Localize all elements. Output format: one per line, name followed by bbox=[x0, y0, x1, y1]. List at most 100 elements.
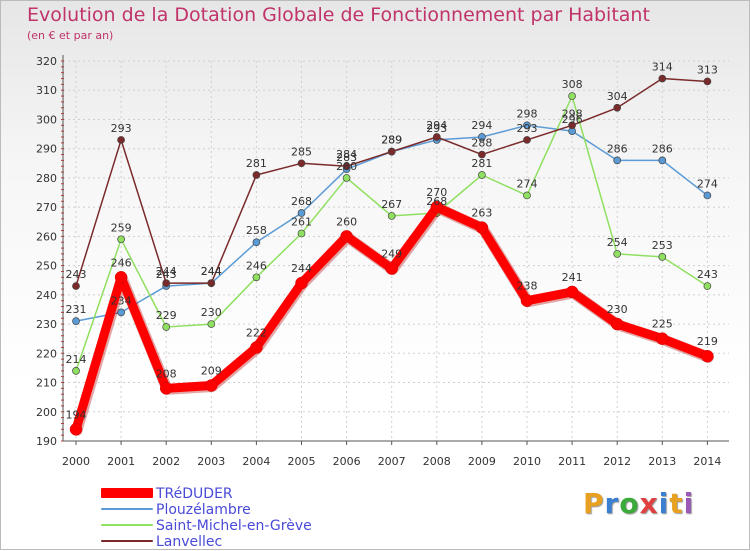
data-point-tr-duder bbox=[610, 317, 624, 331]
data-point-tr-duder bbox=[340, 230, 353, 243]
data-label-plouz-lambre: 234 bbox=[111, 294, 132, 307]
data-label-plouz-lambre: 231 bbox=[66, 303, 87, 316]
data-point-lanvellec bbox=[342, 162, 351, 171]
data-label-lanvellec: 244 bbox=[156, 265, 177, 278]
data-point-saint-michel-en-gr-ve bbox=[342, 174, 351, 182]
data-point-tr-duder bbox=[69, 423, 83, 436]
data-point-lanvellec bbox=[162, 279, 171, 288]
legend-label: Saint-Michel-en-Grève bbox=[156, 518, 312, 534]
data-point-saint-michel-en-gr-ve bbox=[658, 252, 667, 261]
data-label-saint-michel-en-gr-ve: 280 bbox=[336, 160, 357, 173]
data-point-lanvellec bbox=[117, 136, 125, 144]
data-label-tr-duder: 246 bbox=[111, 256, 132, 269]
y-tick-label: 220 bbox=[36, 347, 57, 360]
x-tick-label: 2005 bbox=[288, 455, 316, 468]
data-point-tr-duder bbox=[250, 341, 263, 354]
legend-swatch bbox=[101, 524, 153, 526]
data-label-tr-duder: 249 bbox=[381, 248, 402, 261]
logo-letter: x bbox=[639, 487, 659, 520]
data-point-saint-michel-en-gr-ve bbox=[72, 366, 80, 375]
data-point-tr-duder bbox=[205, 379, 218, 392]
x-tick-label: 2004 bbox=[242, 455, 270, 468]
data-label-saint-michel-en-gr-ve: 243 bbox=[697, 268, 718, 281]
data-label-saint-michel-en-gr-ve: 253 bbox=[652, 239, 673, 252]
data-label-lanvellec: 294 bbox=[426, 119, 447, 132]
data-label-tr-duder: 208 bbox=[156, 367, 177, 380]
axes: 190 200 210 220 230 240 250 260 270 280 290 300 310 3… bbox=[36, 55, 729, 468]
data-label-plouz-lambre: 274 bbox=[697, 177, 718, 190]
data-label-lanvellec: 281 bbox=[246, 157, 267, 170]
data-label-saint-michel-en-gr-ve: 281 bbox=[471, 157, 492, 170]
data-label-tr-duder: 241 bbox=[562, 271, 583, 284]
data-point-tr-duder bbox=[701, 349, 714, 363]
x-tick-label: 2007 bbox=[378, 455, 406, 468]
x-tick-label: 2013 bbox=[648, 455, 676, 468]
data-label-plouz-lambre: 244 bbox=[201, 265, 222, 278]
data-label-saint-michel-en-gr-ve: 254 bbox=[607, 236, 628, 249]
logo-letter: i bbox=[683, 487, 695, 520]
x-tick-label: 2000 bbox=[62, 455, 90, 468]
data-label-tr-duder: 225 bbox=[652, 318, 673, 331]
x-tick-label: 2010 bbox=[513, 455, 541, 468]
data-point-lanvellec bbox=[613, 103, 622, 112]
data-point-tr-duder bbox=[430, 200, 444, 214]
y-tick-label: 310 bbox=[36, 84, 57, 97]
data-point-saint-michel-en-gr-ve bbox=[523, 191, 531, 200]
data-label-lanvellec: 243 bbox=[66, 268, 87, 281]
data-point-plouz-lambre bbox=[523, 121, 531, 130]
data-label-tr-duder: 230 bbox=[607, 303, 628, 316]
data-label-tr-duder: 194 bbox=[66, 408, 87, 421]
data-point-lanvellec bbox=[703, 77, 712, 86]
data-point-lanvellec bbox=[478, 150, 486, 159]
data-label-saint-michel-en-gr-ve: 259 bbox=[111, 221, 132, 234]
x-tick-label: 2014 bbox=[693, 455, 721, 468]
y-tick-label: 290 bbox=[36, 143, 57, 156]
data-label-plouz-lambre: 294 bbox=[471, 119, 492, 132]
data-label-saint-michel-en-gr-ve: 274 bbox=[517, 177, 538, 190]
y-tick-label: 320 bbox=[36, 55, 57, 68]
data-point-lanvellec bbox=[297, 159, 306, 168]
data-point-saint-michel-en-gr-ve bbox=[117, 235, 125, 244]
data-label-saint-michel-en-gr-ve: 230 bbox=[201, 306, 222, 319]
x-tick-label: 2002 bbox=[152, 455, 180, 468]
logo-letter: i bbox=[658, 487, 670, 520]
data-point-saint-michel-en-gr-ve bbox=[613, 250, 622, 258]
data-label-saint-michel-en-gr-ve: 229 bbox=[156, 309, 177, 322]
data-label-lanvellec: 288 bbox=[471, 137, 492, 150]
data-label-saint-michel-en-gr-ve: 308 bbox=[562, 78, 583, 91]
data-label-plouz-lambre: 296 bbox=[562, 113, 583, 126]
data-label-plouz-lambre: 286 bbox=[607, 142, 628, 155]
data-label-tr-duder: 222 bbox=[246, 326, 267, 339]
y-tick-label: 250 bbox=[36, 260, 57, 273]
data-point-tr-duder bbox=[520, 294, 534, 307]
data-label-tr-duder: 219 bbox=[697, 335, 718, 348]
legend-swatch bbox=[101, 488, 153, 498]
data-point-saint-michel-en-gr-ve bbox=[478, 171, 486, 179]
data-point-saint-michel-en-gr-ve bbox=[703, 282, 712, 290]
legend-swatch bbox=[101, 508, 153, 510]
legend-label: Lanvellec bbox=[156, 534, 223, 550]
data-point-tr-duder bbox=[565, 285, 579, 299]
logo-letter: t bbox=[669, 487, 684, 520]
data-label-saint-michel-en-gr-ve: 261 bbox=[291, 215, 312, 228]
logo-letter: r bbox=[604, 487, 620, 520]
data-label-plouz-lambre: 289 bbox=[381, 134, 402, 147]
data-point-saint-michel-en-gr-ve bbox=[387, 212, 396, 220]
data-point-tr-duder bbox=[295, 276, 308, 290]
y-tick-label: 260 bbox=[36, 230, 57, 243]
data-point-lanvellec bbox=[658, 74, 667, 83]
data-point-saint-michel-en-gr-ve bbox=[297, 229, 306, 238]
x-tick-label: 2006 bbox=[333, 455, 361, 468]
data-label-plouz-lambre: 268 bbox=[291, 195, 312, 208]
data-point-plouz-lambre bbox=[478, 133, 486, 141]
data-label-plouz-lambre: 298 bbox=[517, 107, 538, 120]
data-label-tr-duder: 238 bbox=[517, 280, 538, 293]
data-label-lanvellec: 304 bbox=[607, 90, 628, 103]
legend-label: Plouzélambre bbox=[156, 502, 251, 518]
data-label-lanvellec: 293 bbox=[517, 122, 538, 135]
data-point-plouz-lambre bbox=[117, 308, 125, 317]
data-label-plouz-lambre: 258 bbox=[246, 224, 267, 237]
grid-lines bbox=[63, 60, 729, 442]
data-point-lanvellec bbox=[207, 279, 216, 288]
